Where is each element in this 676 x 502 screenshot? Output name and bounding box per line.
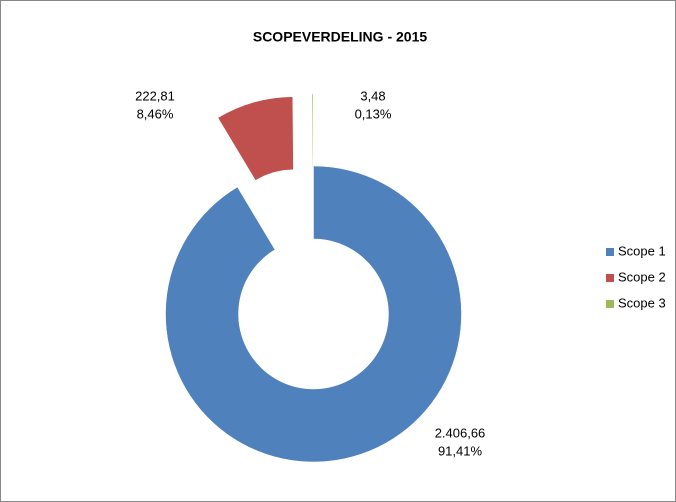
legend-label: Scope 2 bbox=[618, 269, 666, 284]
legend-label: Scope 1 bbox=[618, 243, 666, 258]
doughnut-segment bbox=[311, 93, 314, 168]
legend-swatch bbox=[606, 300, 614, 308]
legend-swatch bbox=[606, 274, 614, 282]
doughnut-segment bbox=[217, 96, 294, 181]
doughnut-segment bbox=[165, 165, 462, 463]
value-label: 222,81 bbox=[135, 88, 175, 103]
percent-label: 8,46% bbox=[137, 106, 174, 121]
chart-title: SCOPEVERDELING - 2015 bbox=[253, 29, 427, 45]
value-label: 3,48 bbox=[360, 88, 385, 103]
percent-label: 0,13% bbox=[355, 106, 392, 121]
value-label: 2.406,66 bbox=[435, 425, 486, 440]
percent-label: 91,41% bbox=[438, 443, 483, 458]
legend-label: Scope 3 bbox=[618, 295, 666, 310]
legend-swatch bbox=[606, 248, 614, 256]
